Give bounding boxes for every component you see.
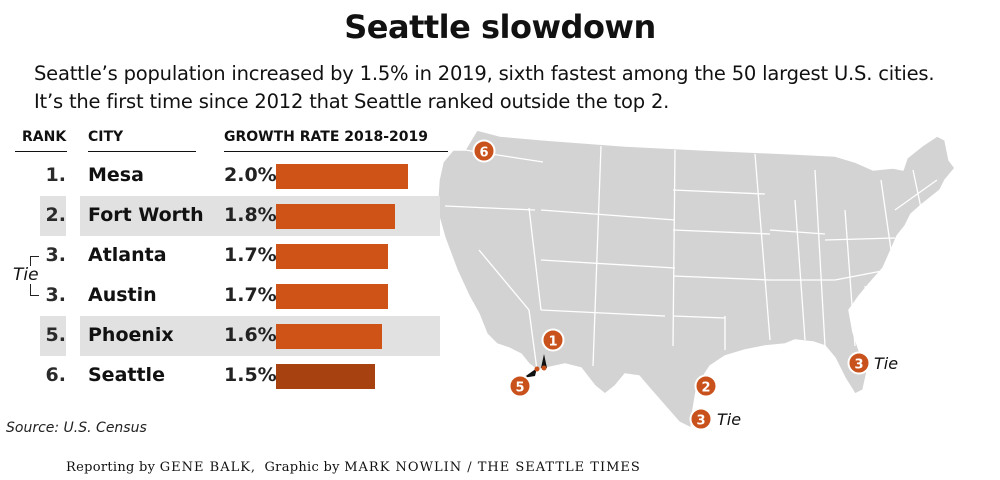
- credit-reporting-prefix: Reporting by: [66, 460, 156, 475]
- bar-fort-worth: [276, 204, 395, 229]
- rate-label-mesa: 2.0%: [224, 164, 277, 186]
- header-rank: RANK: [22, 129, 67, 145]
- row-band-2-rank-cell: [40, 196, 66, 236]
- mesa-dot: [541, 365, 547, 371]
- city-seattle: Seattle: [88, 364, 165, 386]
- bar-phoenix: [276, 324, 382, 349]
- bar-atlanta: [276, 244, 389, 269]
- header-growth-rate: GROWTH RATE 2018-2019: [224, 129, 429, 145]
- svg-text:3: 3: [854, 358, 863, 373]
- map-marker-phoenix: 5: [508, 374, 532, 398]
- city-austin: Austin: [88, 284, 157, 306]
- map-marker-austin: 3 Tie: [689, 407, 741, 431]
- map-marker-atlanta: 3 Tie: [847, 351, 898, 375]
- map-marker-fort-worth: 2: [694, 374, 718, 398]
- credit-line: Reporting by GENE BALK, Graphic by MARK …: [66, 460, 641, 475]
- tie-bracket-bottom: [30, 284, 39, 296]
- row-band-5-gap: [66, 316, 80, 356]
- city-phoenix: Phoenix: [88, 324, 174, 346]
- bar-mesa: [276, 164, 408, 189]
- header-rule-rate: [224, 151, 448, 152]
- map-marker-seattle: 6: [472, 139, 496, 163]
- header-city: CITY: [88, 129, 124, 145]
- rate-label-austin: 1.7%: [224, 284, 277, 306]
- svg-text:6: 6: [479, 146, 488, 161]
- rank-mesa: 1.: [45, 164, 66, 186]
- rank-seattle: 6.: [45, 364, 66, 386]
- rate-label-phoenix: 1.6%: [224, 324, 277, 346]
- svg-text:5: 5: [515, 381, 524, 396]
- rank-austin: 3.: [45, 284, 66, 306]
- rank-phoenix: 5.: [45, 324, 66, 346]
- svg-text:1: 1: [548, 335, 557, 350]
- subtitle-line-2: It’s the first time since 2012 that Seat…: [34, 90, 670, 113]
- svg-text:2: 2: [701, 381, 710, 396]
- city-atlanta: Atlanta: [88, 244, 167, 266]
- bar-seattle: [276, 364, 375, 389]
- map-marker-mesa: 1: [541, 328, 565, 352]
- bar-austin: [276, 284, 389, 309]
- phoenix-dot: [534, 366, 540, 372]
- atlanta-tie-note: Tie: [874, 354, 898, 373]
- city-mesa: Mesa: [88, 164, 144, 186]
- mesa-pointer: [541, 354, 547, 368]
- svg-text:3: 3: [696, 414, 705, 429]
- credit-graphic: MARK NOWLIN / THE SEATTLE TIMES: [344, 460, 641, 475]
- rate-label-atlanta: 1.7%: [224, 244, 277, 266]
- city-fort-worth: Fort Worth: [88, 204, 204, 226]
- credit-graphic-prefix: Graphic by: [264, 460, 340, 475]
- tie-bracket-top: [30, 256, 39, 266]
- rank-fort-worth: 2.: [45, 204, 66, 226]
- header-rule-city: [88, 151, 196, 152]
- map-land: [436, 129, 956, 429]
- chart-title: Seattle slowdown: [344, 8, 656, 46]
- tie-label: Tie: [13, 265, 39, 285]
- rate-label-fort-worth: 1.8%: [224, 204, 277, 226]
- rank-atlanta: 3.: [45, 244, 66, 266]
- header-rule-rank: [15, 151, 67, 152]
- source-note: Source: U.S. Census: [6, 420, 147, 436]
- row-band-5-rank-cell: [40, 316, 66, 356]
- rate-label-seattle: 1.5%: [224, 364, 277, 386]
- map-markers: 6 1 5 2 3 Tie 3 Tie: [472, 139, 898, 431]
- us-map: 6 1 5 2 3 Tie 3 Tie: [436, 129, 956, 431]
- subtitle-line-1: Seattle’s population increased by 1.5% i…: [34, 62, 935, 85]
- austin-tie-note: Tie: [717, 410, 741, 429]
- phoenix-pointer: [523, 368, 537, 378]
- credit-reporter: GENE BALK,: [159, 460, 257, 475]
- row-band-2-gap: [66, 196, 80, 236]
